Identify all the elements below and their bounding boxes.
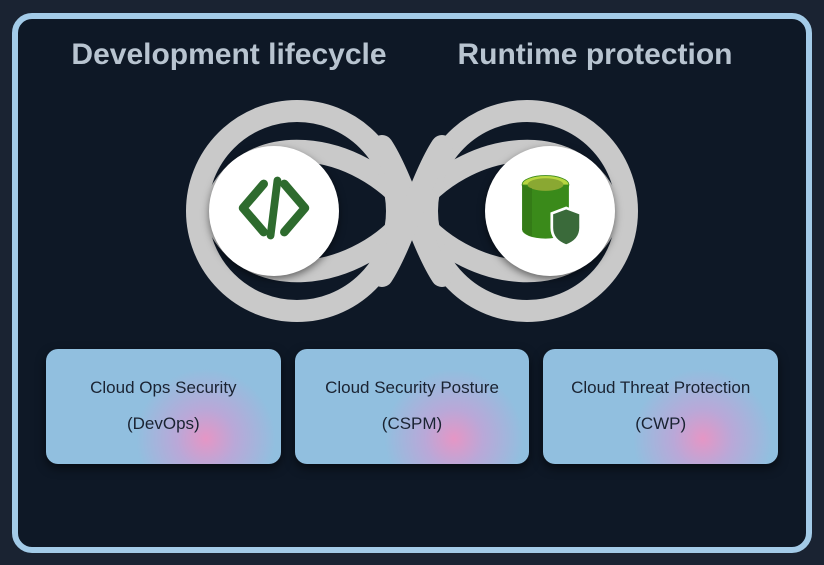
diagram-frame: Development lifecycle Runtime protection xyxy=(12,13,812,553)
cards-row: Cloud Ops Security (DevOps) Cloud Securi… xyxy=(46,349,778,464)
code-bracket-icon xyxy=(231,165,317,256)
card-title: Cloud Security Posture xyxy=(307,378,518,398)
card-cspm: Cloud Security Posture (CSPM) xyxy=(295,349,530,464)
card-sub: (CWP) xyxy=(555,414,766,434)
infinity-area xyxy=(46,81,778,341)
dev-lifecycle-circle xyxy=(209,146,339,276)
card-title: Cloud Ops Security xyxy=(58,378,269,398)
card-cwp: Cloud Threat Protection (CWP) xyxy=(543,349,778,464)
database-shield-icon xyxy=(505,163,595,258)
heading-left: Development lifecycle xyxy=(64,37,393,73)
card-sub: (CSPM) xyxy=(307,414,518,434)
heading-right: Runtime protection xyxy=(430,37,759,73)
runtime-protection-circle xyxy=(485,146,615,276)
headings-row: Development lifecycle Runtime protection xyxy=(46,37,778,73)
card-title: Cloud Threat Protection xyxy=(555,378,766,398)
card-sub: (DevOps) xyxy=(58,414,269,434)
card-devops: Cloud Ops Security (DevOps) xyxy=(46,349,281,464)
